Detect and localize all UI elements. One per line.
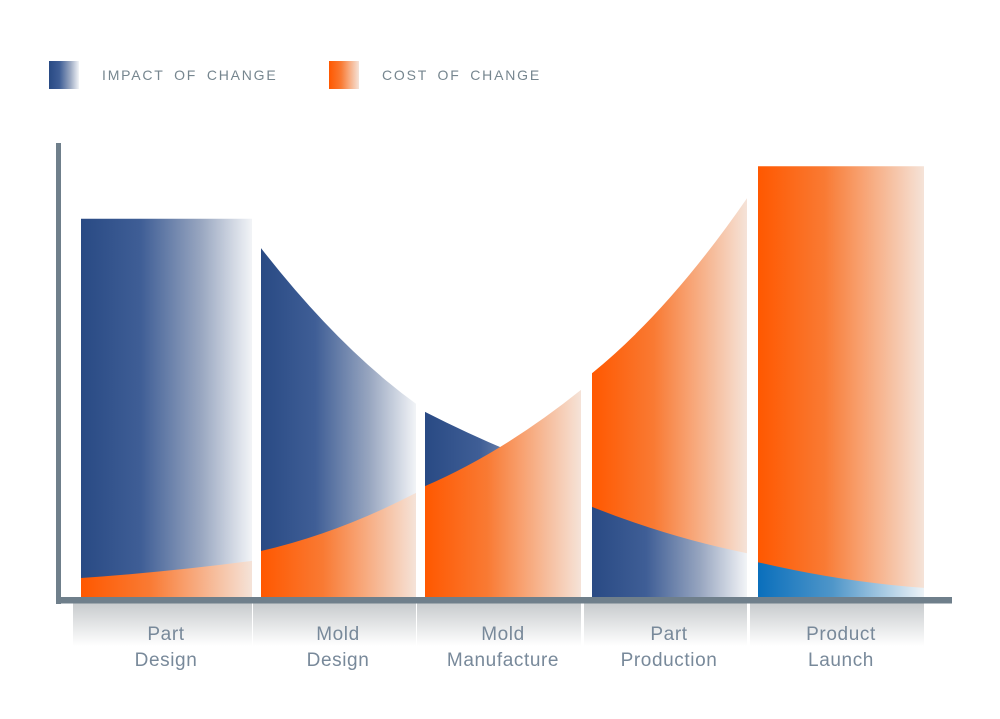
legend-item-cost: COST OF CHANGE (329, 61, 541, 89)
impact-legend-label: IMPACT OF CHANGE (102, 67, 278, 83)
cost-legend-label: COST OF CHANGE (382, 67, 541, 83)
y-axis-line (56, 143, 61, 604)
legend-item-impact: IMPACT OF CHANGE (49, 61, 278, 89)
axis-category-label-part-design: Part Design (134, 624, 198, 671)
axis-category-label-mold-manufacture: Mold Manufacture (446, 624, 560, 671)
cost-area-column-1 (81, 560, 252, 602)
x-axis-line (56, 597, 952, 604)
cost-area-column-4 (592, 198, 747, 602)
impact-area-column-1 (81, 218, 252, 603)
impact-area-column-5 (758, 562, 924, 602)
column-reflection-shadow-5 (750, 603, 924, 646)
cost-legend-swatch (329, 61, 359, 89)
impact-area-column-4 (592, 506, 747, 602)
cost-area-column-2 (261, 492, 416, 602)
column-reflection-shadow-4 (584, 603, 747, 646)
cost-area-column-5 (758, 166, 924, 602)
cost-area-column-3 (425, 389, 581, 602)
axis-category-label-mold-design: Mold Design (306, 624, 370, 671)
axis-category-label-part-production: Part Production (620, 624, 718, 671)
column-reflection-shadow-2 (253, 603, 416, 646)
column-reflection-shadow-1 (73, 603, 252, 646)
axis-category-label-product-launch: Product Launch (806, 624, 876, 671)
impact-legend-swatch (49, 61, 79, 89)
column-reflection-shadow-3 (417, 603, 581, 646)
